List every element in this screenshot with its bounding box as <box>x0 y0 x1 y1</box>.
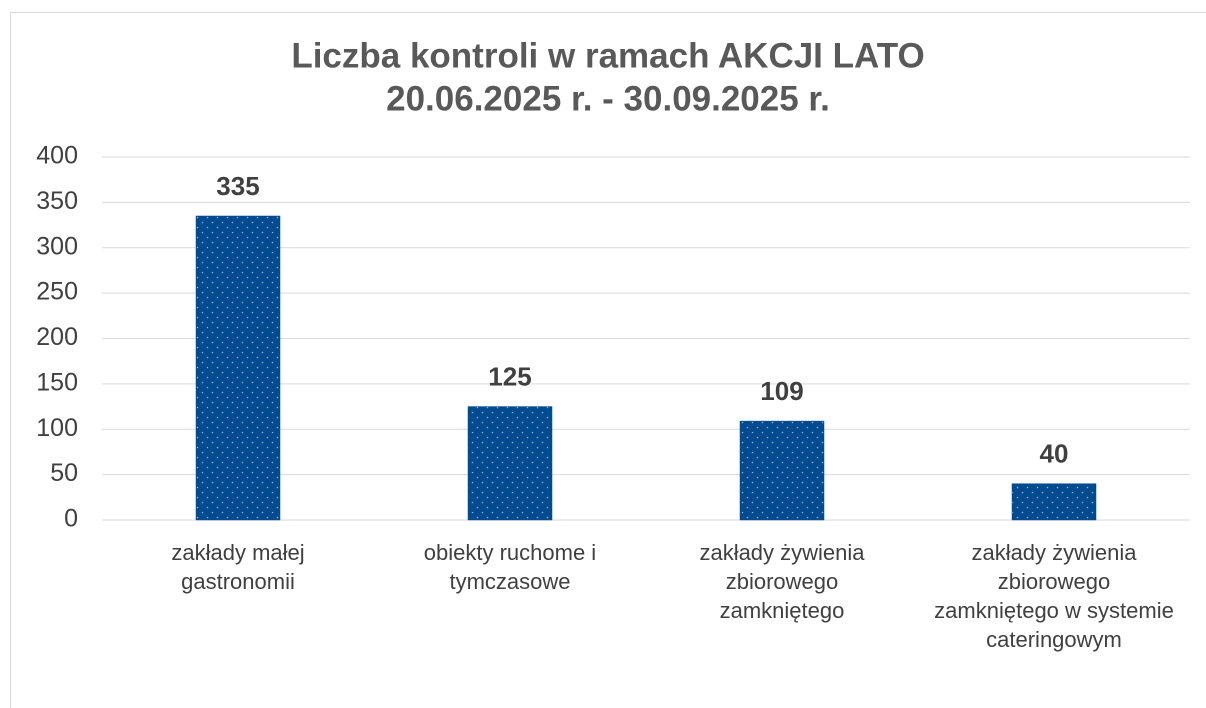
x-tick-label: zakłady małej gastronomii <box>171 540 305 594</box>
data-label: 335 <box>216 171 259 201</box>
data-label: 40 <box>1040 439 1069 469</box>
y-tick-label: 300 <box>36 232 78 260</box>
y-tick-label: 50 <box>50 459 78 487</box>
y-tick-label: 400 <box>36 142 78 170</box>
y-tick-label: 250 <box>36 278 78 306</box>
bar <box>467 406 553 521</box>
y-tick-label: 200 <box>36 323 78 351</box>
bar <box>739 420 825 521</box>
data-label: 125 <box>488 361 531 391</box>
y-tick-label: 350 <box>36 187 78 215</box>
x-tick-label: obiekty ruchome i tymczasowe <box>423 540 597 594</box>
x-tick-label: zakłady żywienia zbiorowego zamkniętego … <box>934 540 1174 652</box>
chart-title: 20.06.2025 r. - 30.09.2025 r. <box>386 79 830 118</box>
x-tick-label: zakłady żywienia zbiorowego zamkniętego <box>699 540 865 623</box>
chart-border <box>10 12 1206 708</box>
chart-title: Liczba kontroli w ramach AKCJI LATO <box>291 36 924 75</box>
bar <box>195 215 281 521</box>
data-label: 109 <box>760 376 803 406</box>
y-tick-label: 0 <box>64 505 78 533</box>
y-tick-label: 100 <box>36 414 78 442</box>
bar <box>1011 483 1097 521</box>
y-tick-label: 150 <box>36 368 78 396</box>
